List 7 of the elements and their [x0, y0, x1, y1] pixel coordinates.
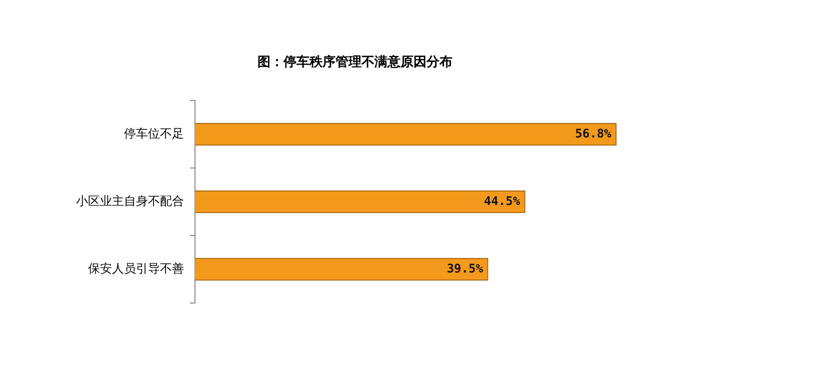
y-tick-label: 保安人员引导不善: [88, 261, 184, 276]
data-label: 56.8%: [575, 126, 612, 140]
data-label: 44.5%: [484, 194, 521, 208]
data-label: 39.5%: [446, 261, 484, 276]
chart-title: 图：停车秩序管理不满意原因分布: [258, 54, 452, 70]
y-tick-label: 停车位不足: [124, 126, 184, 140]
y-tick-label: 小区业主自身不配合: [76, 194, 184, 208]
